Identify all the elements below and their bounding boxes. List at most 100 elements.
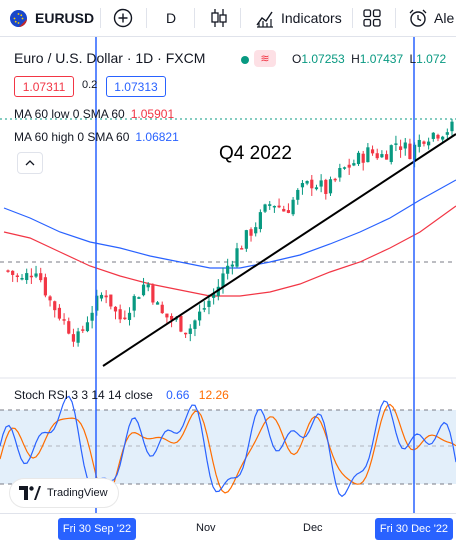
- candle-body: [286, 210, 291, 213]
- sell-button[interactable]: 1.07311: [14, 76, 74, 97]
- ma-high-line: [3, 179, 456, 269]
- candle-body: [193, 320, 197, 329]
- candle-body: [347, 164, 351, 168]
- toolbar-divider: [352, 8, 353, 28]
- indicators-button[interactable]: Indicators: [255, 0, 342, 36]
- ma-high-legend[interactable]: MA 60 high 0 SMA 60 1.06821: [14, 130, 179, 144]
- candle-body: [361, 153, 365, 163]
- ma-high-value: 1.06821: [135, 130, 179, 144]
- candle-body: [118, 309, 122, 320]
- candle-body: [184, 332, 188, 335]
- q4-annotation[interactable]: Q4 2022: [219, 143, 292, 164]
- ma-low-label: MA 60 low 0 SMA 60: [14, 107, 125, 121]
- candle-body: [39, 273, 43, 281]
- symbol-search[interactable]: EURUSD: [10, 0, 94, 36]
- indicator-toggle[interactable]: ≋: [254, 50, 276, 67]
- buy-button[interactable]: 1.07313: [106, 76, 166, 97]
- collapse-legend-button[interactable]: [17, 152, 43, 174]
- toolbar-divider: [146, 8, 147, 28]
- candle-body: [151, 285, 155, 303]
- candle-body: [240, 248, 244, 250]
- candle-body: [342, 167, 347, 169]
- trend-line[interactable]: [102, 133, 456, 367]
- alert-button[interactable]: Ale: [408, 0, 454, 36]
- candle-body: [43, 277, 47, 296]
- candle-body: [29, 275, 33, 278]
- candle-body: [104, 295, 108, 298]
- chart-type-button[interactable]: [210, 0, 228, 36]
- ma-low-legend[interactable]: MA 60 low 0 SMA 60 1.05901: [14, 107, 174, 121]
- candle-body: [127, 312, 132, 320]
- candle-body: [6, 270, 10, 272]
- toolbar-divider: [100, 8, 101, 28]
- candle-body: [132, 296, 136, 311]
- candle-body: [146, 284, 150, 288]
- candle-body: [202, 308, 206, 310]
- stoch-rsi-legend[interactable]: Stoch RSI 3 3 14 14 close 0.66 12.26: [14, 388, 229, 402]
- candle-body: [314, 187, 319, 190]
- candle-body: [352, 163, 356, 166]
- interval-button[interactable]: D: [166, 0, 176, 36]
- ma-high-label: MA 60 high 0 SMA 60: [14, 130, 130, 144]
- candle-body: [212, 293, 216, 298]
- ohlc-low-value: 1.072: [416, 52, 447, 66]
- candle-body: [11, 270, 15, 275]
- ohlc-high-value: 1.07437: [359, 52, 404, 66]
- candle-body: [403, 142, 407, 149]
- candle-body: [15, 275, 19, 277]
- ohlc-open-label: O: [292, 52, 302, 66]
- tradingview-watermark[interactable]: TradingView: [10, 479, 118, 507]
- candle-body: [62, 319, 66, 321]
- candle-body: [141, 284, 146, 296]
- layouts-button[interactable]: [363, 0, 381, 36]
- stoch-k-line: [0, 395, 456, 498]
- candle-body: [244, 230, 248, 249]
- tradingview-label: TradingView: [47, 487, 108, 499]
- candle-body: [165, 313, 169, 318]
- indicators-icon: [256, 11, 273, 28]
- candle-body: [67, 321, 71, 334]
- candle-body: [57, 307, 62, 319]
- time-axis[interactable]: Fri 30 Sep '22 Nov Dec Fri 30 Dec '22: [0, 513, 456, 544]
- candle-body: [90, 312, 94, 321]
- eu-flag-icon: [10, 9, 27, 27]
- alert-label: Ale: [434, 10, 455, 26]
- candle-body: [226, 265, 230, 274]
- tradingview-logo-icon: [19, 486, 41, 500]
- stoch-rsi-label: Stoch RSI 3 3 14 14 close: [14, 388, 153, 402]
- toolbar-divider: [194, 8, 195, 28]
- candle-body: [422, 141, 426, 144]
- candle-body: [272, 205, 276, 208]
- candle-body: [328, 179, 333, 194]
- candle-body: [198, 311, 202, 321]
- candle-body: [258, 212, 262, 230]
- candle-body: [300, 183, 305, 188]
- candle-body: [221, 273, 225, 288]
- candle-body: [450, 121, 454, 132]
- top-toolbar: EURUSD D Indicators Ale: [0, 0, 456, 37]
- toolbar-divider: [395, 8, 396, 28]
- candle-body: [34, 273, 38, 277]
- candle-body: [160, 304, 164, 314]
- compare-button[interactable]: [113, 0, 133, 36]
- candle-body: [25, 273, 29, 281]
- candle-body: [384, 154, 389, 160]
- candle-body: [431, 132, 435, 139]
- candle-body: [356, 152, 361, 165]
- ohlc-values: O1.07253 H1.07437 L1.072: [292, 52, 446, 66]
- chevron-up-icon: [25, 160, 35, 166]
- candle-body: [366, 147, 370, 163]
- candle-body: [305, 181, 309, 184]
- price-chart[interactable]: [0, 37, 456, 513]
- candle-body: [263, 204, 267, 212]
- candle-body: [427, 141, 431, 146]
- candle-body: [254, 227, 258, 234]
- stoch-k-value: 0.66: [166, 388, 190, 402]
- candle-body: [291, 199, 295, 215]
- time-pill-start: Fri 30 Sep '22: [58, 518, 136, 540]
- candle-body: [319, 180, 323, 187]
- candle-body: [123, 317, 127, 320]
- candle-body: [370, 149, 375, 154]
- candle-body: [380, 154, 384, 158]
- candle-body: [179, 315, 183, 332]
